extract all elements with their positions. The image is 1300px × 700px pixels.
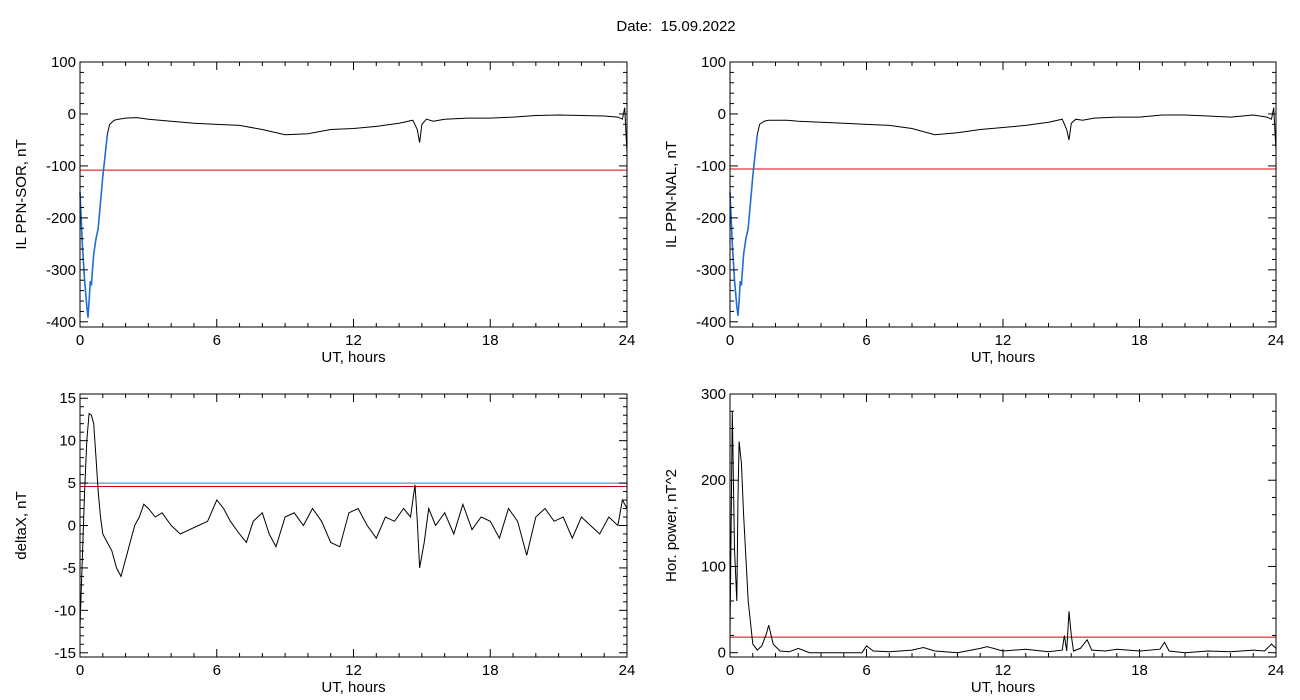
y-tick-label: 100	[701, 558, 726, 575]
x-tick-label: 0	[726, 332, 734, 349]
x-axis-label: UT, hours	[321, 349, 385, 366]
x-tick-label: 24	[619, 662, 636, 679]
y-tick-label: -15	[54, 645, 76, 662]
x-tick-label: 0	[726, 662, 734, 679]
panel-deltax: 0 6 12 18 24 UT, hours 15 10 5 0 -5 -10 -15 deltaX, n…	[13, 390, 635, 696]
y-tick-label: -10	[54, 602, 76, 619]
axis-frame	[729, 61, 1277, 328]
x-tick-label: 24	[619, 332, 636, 349]
data-series-line	[729, 107, 1277, 316]
y-tick-label: 0	[718, 645, 726, 662]
y-tick-label: 200	[701, 472, 726, 489]
x-tick-label: 6	[213, 332, 221, 349]
highlight-segment-line	[729, 134, 759, 316]
date-label: Date:	[616, 18, 653, 35]
y-tick-label: -300	[696, 262, 726, 279]
x-tick-label: 12	[345, 332, 362, 349]
axis-frame	[729, 393, 1277, 658]
x-tick-label: 6	[213, 662, 221, 679]
panel-il-ppn-sor: 0 6 12 18 24 UT, hours 100 0 -100 -200 -300 -400 IL …	[13, 54, 635, 366]
x-tick-label: 6	[862, 332, 870, 349]
y-axis-label: IL PPN-SOR, nT	[13, 139, 30, 249]
y-tick-label: 5	[68, 475, 76, 492]
y-tick-label: 0	[718, 106, 726, 123]
y-tick-label: 15	[59, 390, 76, 407]
y-tick-label: -300	[46, 262, 76, 279]
y-tick-label: -100	[696, 158, 726, 175]
axis-frame	[79, 61, 628, 328]
y-tick-label: -200	[46, 210, 76, 227]
data-series-line	[79, 412, 628, 628]
y-tick-label: 10	[59, 433, 76, 450]
date-value: 15.09.2022	[660, 18, 736, 35]
x-tick-label: 0	[76, 662, 84, 679]
x-tick-label: 0	[76, 332, 84, 349]
y-tick-label: 300	[701, 386, 726, 403]
y-tick-label: -400	[46, 314, 76, 331]
y-tick-label: -100	[46, 158, 76, 175]
y-tick-label: 100	[701, 54, 726, 71]
date-title: Date: 15.09.2022	[0, 18, 1300, 35]
y-tick-label: -200	[696, 210, 726, 227]
x-axis-label: UT, hours	[971, 349, 1035, 366]
axis-frame	[79, 393, 628, 658]
y-axis-label: Hor. power, nT^2	[663, 469, 680, 582]
x-axis-label: UT, hours	[321, 679, 385, 696]
data-series-line	[79, 107, 628, 318]
panel-il-ppn-nal: 0 6 12 18 24 UT, hours 100 0 -100 -200 -300 -400 IL …	[663, 54, 1284, 366]
x-axis-label: UT, hours	[971, 679, 1035, 696]
x-tick-label: 24	[1268, 332, 1285, 349]
y-axis-label: deltaX, nT	[13, 491, 30, 559]
y-axis-label: IL PPN-NAL, nT	[663, 141, 680, 248]
highlight-segment-line	[79, 134, 109, 318]
y-tick-label: -5	[63, 560, 76, 577]
x-tick-label: 24	[1268, 662, 1285, 679]
x-tick-label: 12	[995, 332, 1012, 349]
y-tick-label: -400	[696, 314, 726, 331]
x-tick-label: 18	[482, 662, 499, 679]
x-tick-label: 18	[1131, 332, 1148, 349]
y-tick-label: 0	[68, 106, 76, 123]
y-tick-label: 0	[68, 518, 76, 535]
x-tick-label: 12	[345, 662, 362, 679]
data-series-line	[729, 411, 1277, 654]
x-tick-label: 18	[482, 332, 499, 349]
y-tick-label: 100	[51, 54, 76, 71]
x-tick-label: 12	[995, 662, 1012, 679]
x-tick-label: 6	[862, 662, 870, 679]
x-tick-label: 18	[1131, 662, 1148, 679]
panel-hor-power: 0 6 12 18 24 UT, hours 300 200 100 0 Hor. power, n…	[663, 386, 1284, 696]
